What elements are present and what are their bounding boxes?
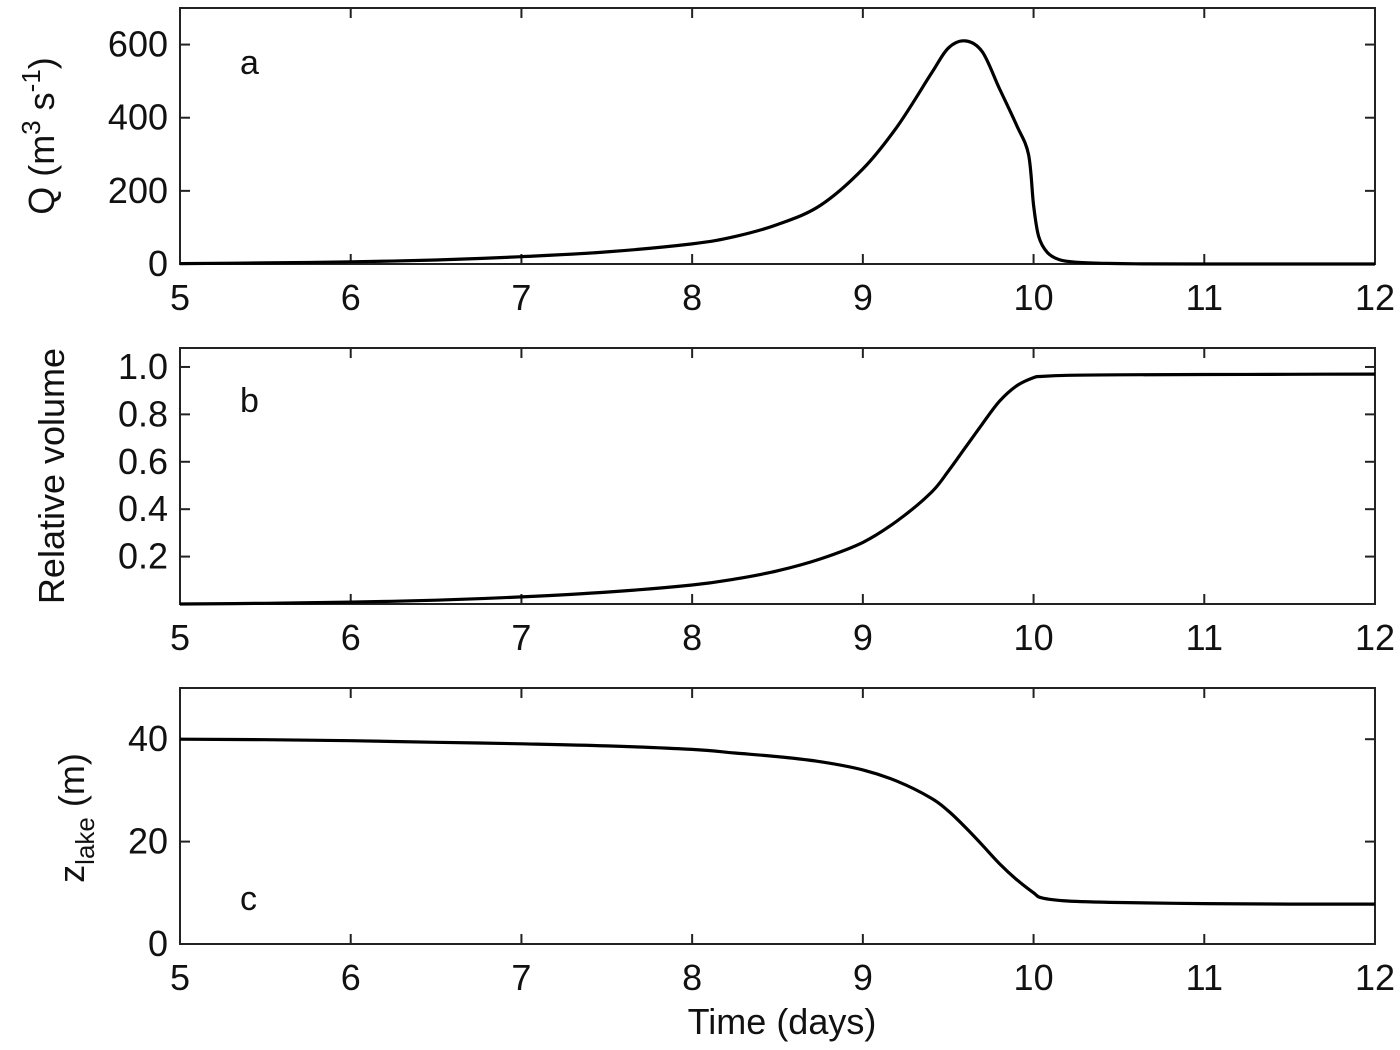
series-line-b xyxy=(179,372,1376,606)
x-tick-label: 10 xyxy=(1014,617,1054,658)
x-tick-label: 8 xyxy=(682,277,702,318)
y-tick-label: 600 xyxy=(108,24,168,65)
panel-c: 5 6 7 8 9 10 11 12 0 20 40 c zlake (m) Time (days) xyxy=(51,687,1395,1042)
y-tick-label: 0 xyxy=(148,243,168,284)
x-tick-label: 9 xyxy=(853,617,873,658)
x-tick-label: 11 xyxy=(1186,957,1223,998)
panel-a-label: a xyxy=(240,44,259,82)
panel-b-ylabel: Relative volume xyxy=(31,348,72,604)
panel-a-frame xyxy=(179,7,1376,265)
ylabel-subscript: lake xyxy=(70,817,100,865)
x-tick-label: 5 xyxy=(170,957,190,998)
x-tick-label: 10 xyxy=(1014,277,1054,318)
x-tick-label: 9 xyxy=(853,957,873,998)
ylabel-superscript: 3 xyxy=(16,120,46,134)
panel-a-ylabel: Q (m3 s-1) xyxy=(16,57,62,215)
x-tick-label: 5 xyxy=(170,277,190,318)
ylabel-part: z xyxy=(51,865,92,883)
x-tick-label: 7 xyxy=(511,957,531,998)
y-tick-label: 0.6 xyxy=(118,441,168,482)
panel-b-frame xyxy=(179,347,1376,605)
x-tick-label: 8 xyxy=(682,957,702,998)
y-tick-label: 20 xyxy=(128,821,168,862)
panel-a-ticks: 5 6 7 8 9 10 11 12 0 200 400 600 xyxy=(108,8,1395,318)
x-tick-label: 12 xyxy=(1355,277,1395,318)
y-tick-label: 200 xyxy=(108,170,168,211)
y-tick-label: 1.0 xyxy=(118,346,168,387)
panel-c-label: c xyxy=(240,880,257,918)
x-tick-label: 9 xyxy=(853,277,873,318)
x-tick-label: 7 xyxy=(511,277,531,318)
x-tick-label: 6 xyxy=(341,277,361,318)
y-tick-label: 0.8 xyxy=(118,393,168,434)
x-tick-label: 10 xyxy=(1014,957,1054,998)
panel-c-curve-layer xyxy=(179,737,1375,906)
y-tick-label: 0.4 xyxy=(118,488,168,529)
panel-b-ticks: 5 6 7 8 9 10 11 12 0.2 0.4 0.6 0.8 1.0 xyxy=(118,346,1395,658)
x-tick-label: 11 xyxy=(1186,277,1223,318)
x-tick-label: 5 xyxy=(170,617,190,658)
panel-c-frame xyxy=(179,687,1376,945)
panel-b: 5 6 7 8 9 10 11 12 0.2 0.4 0.6 0.8 1.0 b Relative vo… xyxy=(31,346,1395,658)
ylabel-superscript: -1 xyxy=(16,69,46,92)
ylabel-part: (m) xyxy=(51,753,92,817)
series-line-c xyxy=(179,737,1375,906)
y-tick-label: 40 xyxy=(128,718,168,759)
panel-a: 5 6 7 8 9 10 11 12 0 200 400 600 a Q (m3 s-1) xyxy=(16,7,1395,318)
panel-a-curve-layer xyxy=(179,39,1375,266)
panel-b-curve-layer xyxy=(179,372,1376,606)
x-tick-label: 12 xyxy=(1355,617,1395,658)
panel-b-label: b xyxy=(240,382,259,420)
x-tick-label: 12 xyxy=(1355,957,1395,998)
series-line-a xyxy=(179,39,1375,266)
panel-c-xlabel: Time (days) xyxy=(688,1001,877,1042)
x-tick-label: 6 xyxy=(341,957,361,998)
ylabel-part: s xyxy=(21,92,62,120)
x-tick-label: 11 xyxy=(1186,617,1223,658)
x-tick-label: 8 xyxy=(682,617,702,658)
y-tick-label: 400 xyxy=(108,97,168,138)
panel-c-ylabel: zlake (m) xyxy=(51,753,100,883)
ylabel-part: ) xyxy=(21,57,62,69)
y-tick-label: 0 xyxy=(148,923,168,964)
x-tick-label: 7 xyxy=(511,617,531,658)
ylabel-part: Q (m xyxy=(21,135,62,215)
y-tick-label: 0.2 xyxy=(118,536,168,577)
x-tick-label: 6 xyxy=(341,617,361,658)
panel-c-ticks: 5 6 7 8 9 10 11 12 0 20 40 xyxy=(128,688,1395,998)
